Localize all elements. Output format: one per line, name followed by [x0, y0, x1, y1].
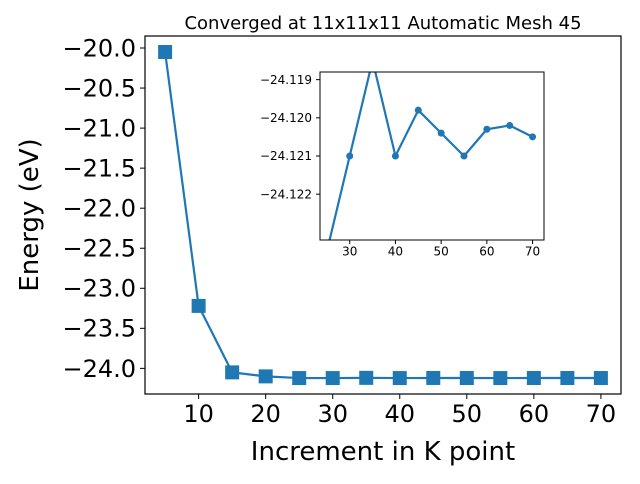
inset-x-tick-label: 40 [388, 244, 403, 258]
main-y-tick-label: −21.5 [62, 155, 136, 183]
inset-data-point [369, 57, 376, 64]
inset-data-point [323, 248, 330, 255]
inset-series-line [328, 72, 534, 240]
main-data-point [560, 370, 575, 385]
main-x-tick-label: 30 [317, 400, 348, 428]
main-y-tick-label: −21.0 [62, 115, 136, 143]
inset-plot-area [323, 57, 537, 255]
inset-data-point [437, 129, 445, 137]
inset-data-point [483, 125, 491, 133]
inset-data-point [391, 152, 399, 160]
main-data-point [292, 371, 307, 386]
main-y-tick-label: −23.5 [62, 315, 136, 343]
main-axes-frame [144, 35, 622, 395]
main-ticks: 10 20 30 40 50 60 70 −20.0 −20.5 −21.0 −21.5 −22.0 −… [62, 34, 616, 427]
main-data-point [392, 371, 407, 386]
main-data-point [526, 371, 541, 386]
x-axis-label: Increment in K point [251, 437, 515, 467]
inset-data-point [460, 152, 468, 160]
inset-data-point [414, 106, 422, 114]
main-x-tick-label: 40 [384, 400, 415, 428]
main-data-point [493, 371, 508, 386]
main-x-tick-label: 60 [519, 400, 550, 428]
main-data-point [459, 371, 474, 386]
main-data-point [593, 371, 608, 386]
inset-x-tick-label: 50 [434, 244, 449, 258]
inset-y-tick-label: −24.119 [260, 73, 312, 87]
inset-background [320, 72, 544, 240]
inset-ticks: 30 40 50 60 70 −24.122 −24.121 −24.120 −24.119 [260, 73, 540, 259]
main-data-point [158, 45, 173, 60]
main-y-tick-label: −20.5 [62, 74, 136, 102]
inset-y-tick-label: −24.122 [260, 187, 312, 201]
main-x-tick-label: 50 [452, 400, 483, 428]
inset-x-tick-label: 30 [342, 244, 357, 258]
main-data-point [225, 365, 240, 380]
main-data-point [325, 371, 340, 386]
main-y-tick-label: −23.0 [62, 275, 136, 303]
inset-y-tick-label: −24.120 [260, 111, 312, 125]
y-axis-label: Energy (eV) [15, 138, 45, 291]
inset-data-point [529, 133, 537, 141]
main-y-tick-label: −24.0 [62, 355, 136, 383]
main-data-point [426, 370, 441, 385]
inset-x-tick-label: 70 [525, 244, 540, 258]
main-y-tick-label: −20.0 [62, 34, 136, 62]
inset-y-tick-label: −24.121 [260, 149, 312, 163]
main-y-tick-label: −22.5 [62, 235, 136, 263]
main-data-point [359, 370, 374, 385]
inset-data-point [346, 152, 354, 160]
main-plot-area [158, 45, 608, 386]
main-x-tick-label: 10 [183, 400, 214, 428]
chart-title: Converged at 11x11x11 Automatic Mesh 45 [184, 13, 581, 34]
inset-data-point [506, 121, 514, 129]
main-x-tick-label: 20 [250, 400, 281, 428]
main-y-tick-label: −22.0 [62, 195, 136, 223]
main-data-point [191, 298, 206, 313]
main-x-tick-label: 70 [586, 400, 617, 428]
inset-x-tick-label: 60 [479, 244, 494, 258]
main-data-point [258, 369, 273, 384]
